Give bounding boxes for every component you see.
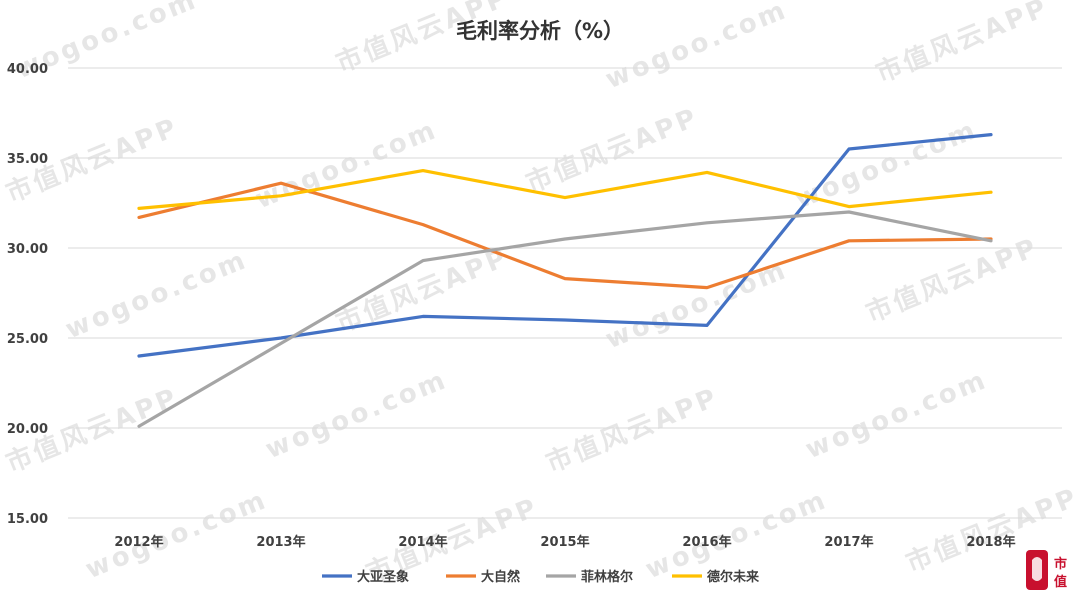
series-line	[137, 133, 993, 358]
x-tick-label: 2013年	[256, 534, 305, 550]
y-tick-label: 30.00	[7, 242, 48, 257]
x-tick-label: 2016年	[682, 534, 731, 550]
legend-label: 大亚圣象	[357, 569, 409, 585]
badge-text-2: 值	[1054, 574, 1067, 590]
y-tick-label: 35.00	[7, 152, 48, 167]
legend-label: 德尔未来	[707, 569, 760, 585]
x-tick-label: 2018年	[966, 534, 1015, 550]
x-tick-label: 2015年	[540, 534, 589, 550]
x-tick-label: 2017年	[824, 534, 873, 550]
x-tick-label: 2012年	[114, 534, 163, 550]
brand-badge: 市 值	[1026, 550, 1067, 590]
chart-title: 毛利率分析（%）	[456, 19, 624, 43]
y-tick-label: 20.00	[7, 422, 48, 437]
y-tick-label: 15.00	[7, 512, 48, 527]
badge-text-1: 市	[1054, 556, 1067, 572]
y-tick-label: 25.00	[7, 332, 48, 347]
y-tick-label: 40.00	[7, 62, 48, 77]
series-line	[137, 210, 993, 428]
series-line	[137, 169, 993, 210]
series-line	[137, 181, 993, 290]
x-tick-label: 2014年	[398, 534, 447, 550]
legend-label: 大自然	[481, 569, 520, 585]
legend-label: 菲林格尔	[581, 569, 633, 585]
